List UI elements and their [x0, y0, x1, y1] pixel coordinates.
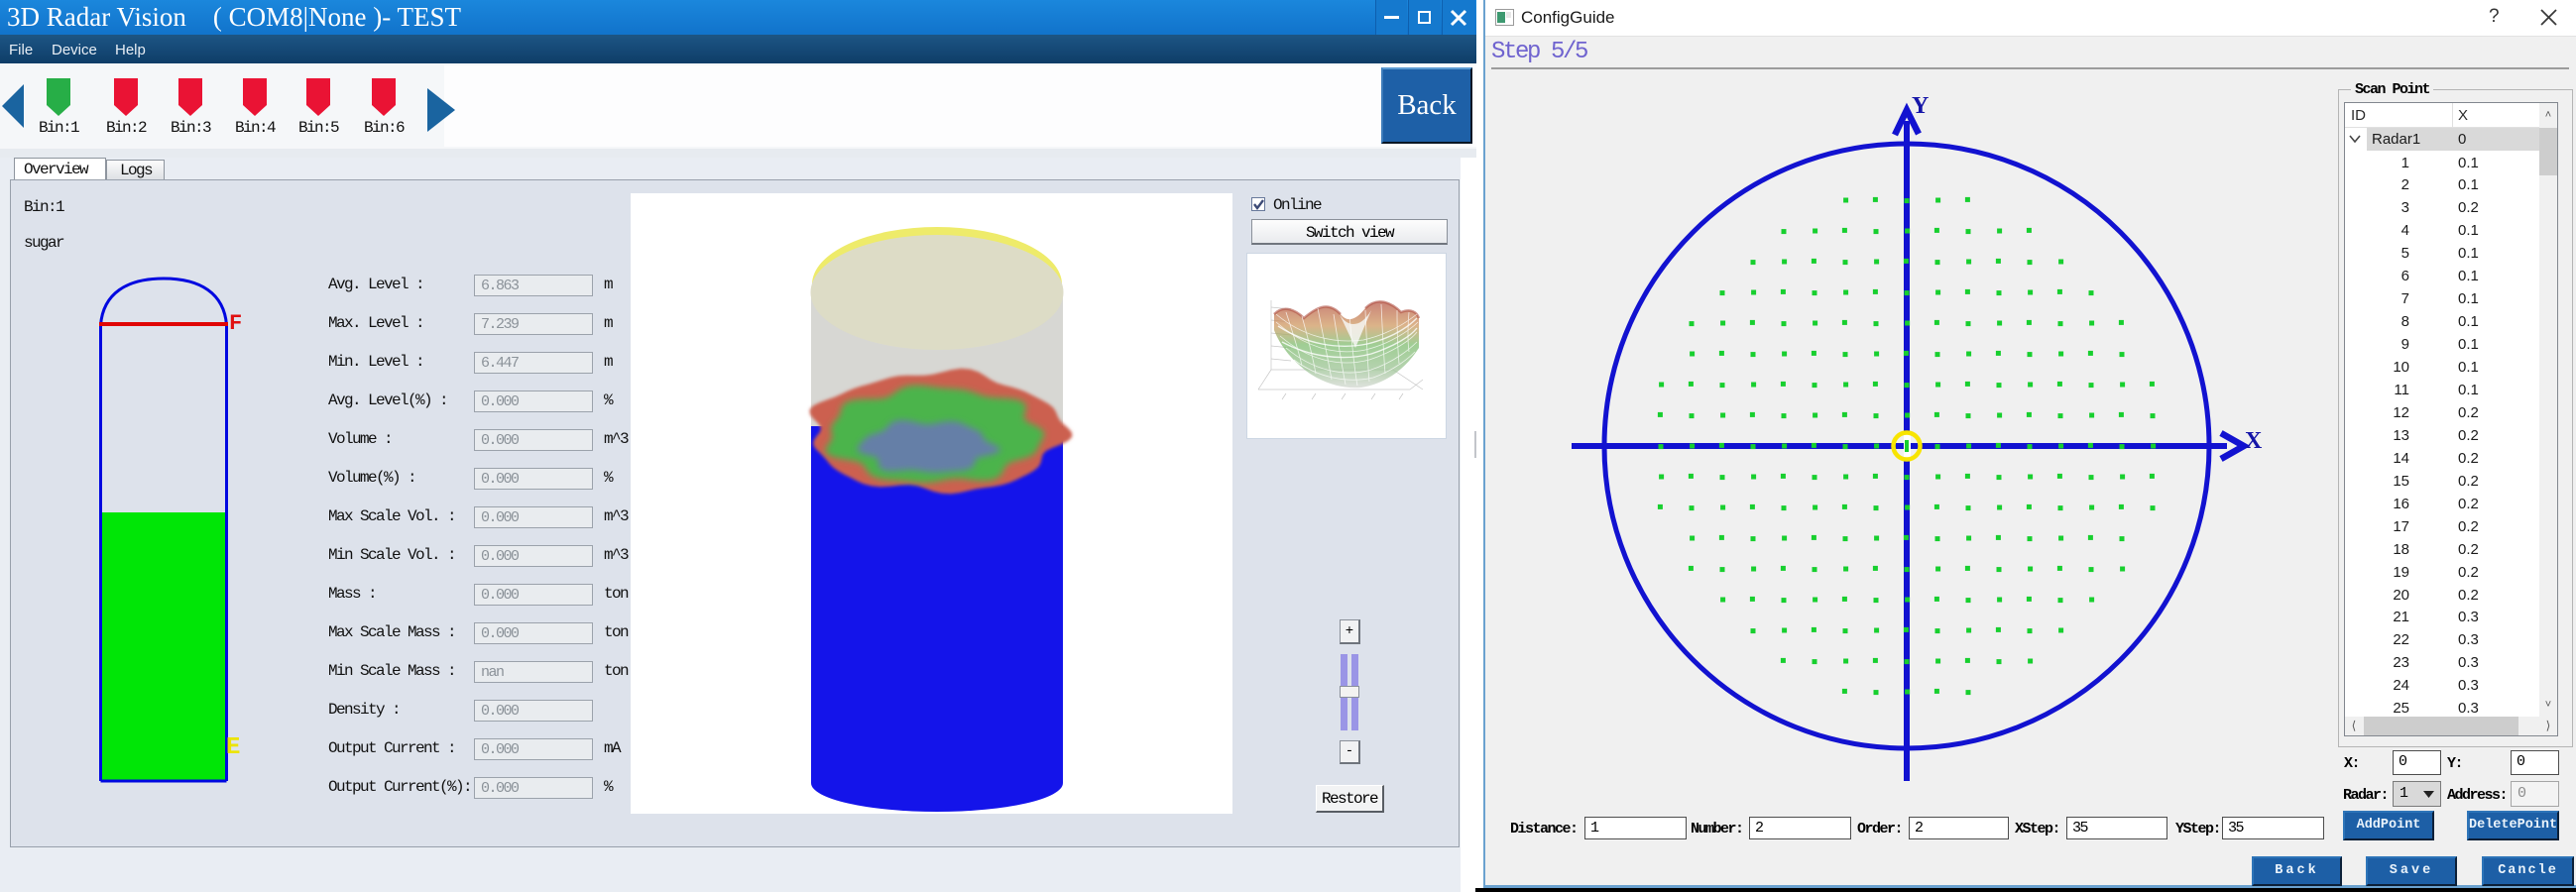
svg-text:F: F: [229, 311, 242, 336]
svg-text:E: E: [226, 734, 240, 761]
svg-text:X: X: [2245, 428, 2263, 454]
svg-text:Y: Y: [1912, 93, 1929, 119]
